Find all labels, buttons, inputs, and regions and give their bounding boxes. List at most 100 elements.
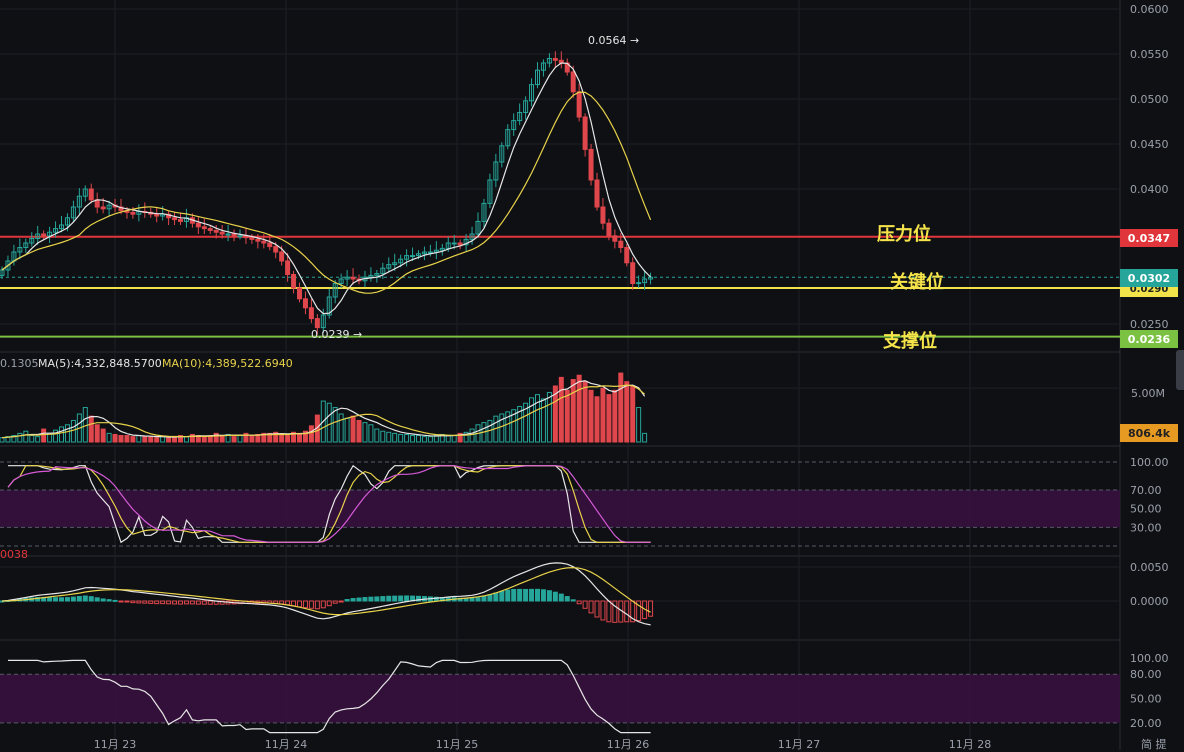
macd-histogram-bar bbox=[469, 597, 475, 602]
volume-bar bbox=[540, 398, 546, 443]
macd-histogram-bar bbox=[588, 600, 594, 614]
volume-bar bbox=[285, 435, 291, 443]
volume-bar bbox=[427, 436, 433, 443]
volume-bar bbox=[350, 415, 356, 443]
candle-body bbox=[630, 262, 636, 284]
macd-histogram-bar bbox=[106, 599, 112, 602]
candle-body bbox=[302, 298, 308, 309]
macd-histogram-bar bbox=[546, 590, 552, 602]
volume-bar bbox=[106, 432, 112, 443]
macd-histogram-bar bbox=[368, 596, 374, 602]
candle-body bbox=[64, 217, 70, 226]
candle-body bbox=[255, 238, 261, 242]
macd-histogram-bar bbox=[380, 596, 386, 602]
macd-histogram-bar bbox=[416, 595, 421, 602]
volume-bar bbox=[261, 432, 267, 443]
macd-histogram-bar bbox=[297, 600, 302, 608]
macd-histogram-bar bbox=[302, 600, 308, 609]
resistance-label: 压力位 bbox=[877, 224, 931, 245]
corner-text[interactable]: 简 提 bbox=[1141, 738, 1167, 751]
macd-histogram-bar bbox=[308, 600, 314, 609]
macd-histogram-bar bbox=[53, 597, 59, 602]
macd-histogram-bar bbox=[392, 595, 398, 602]
volume-bar bbox=[189, 433, 195, 443]
candle-body bbox=[552, 58, 558, 61]
macd-histogram-bar bbox=[517, 588, 523, 602]
candle-body bbox=[201, 226, 207, 230]
candle-body bbox=[70, 206, 76, 219]
candle-body bbox=[523, 100, 529, 114]
candle-body bbox=[291, 274, 297, 289]
volume-bar bbox=[618, 372, 624, 443]
macd-histogram-bar bbox=[511, 588, 517, 602]
candle-body bbox=[106, 204, 112, 210]
macd-histogram-bar bbox=[552, 591, 558, 602]
macd-histogram-bar bbox=[183, 600, 189, 605]
volume-bar bbox=[499, 413, 505, 443]
osc-tick-label: 80.00 bbox=[1130, 668, 1162, 681]
candle-body bbox=[279, 251, 285, 262]
macd-histogram-bar bbox=[76, 595, 82, 602]
macd-histogram-bar bbox=[320, 600, 326, 609]
low-price-marker: 0.0239 → bbox=[311, 328, 363, 341]
volume-bar bbox=[320, 400, 326, 443]
volume-bar bbox=[166, 437, 172, 443]
macd-histogram-bar bbox=[356, 597, 362, 602]
volume-bar bbox=[225, 433, 231, 443]
side-panel-toggle[interactable] bbox=[1176, 350, 1184, 390]
volume-bar bbox=[178, 435, 183, 443]
volume-bar bbox=[273, 431, 279, 443]
candle-body bbox=[517, 112, 523, 122]
candle-body bbox=[130, 211, 136, 215]
volume-bar bbox=[332, 407, 338, 443]
volume-bar bbox=[642, 432, 648, 443]
macd-histogram-bar bbox=[570, 599, 576, 602]
candle-body bbox=[439, 247, 445, 251]
volume-bar bbox=[29, 435, 35, 443]
volume-bar bbox=[576, 374, 582, 443]
macd-histogram-bar bbox=[195, 600, 201, 605]
candle-body bbox=[29, 238, 35, 244]
macd-histogram-bar bbox=[291, 600, 297, 607]
price-tick-label: 0.0450 bbox=[1130, 138, 1169, 151]
price-ma-fast-line bbox=[1, 62, 652, 315]
macd-histogram-bar bbox=[529, 588, 535, 602]
volume-bar bbox=[505, 411, 511, 443]
macd-histogram-bar bbox=[279, 600, 285, 605]
candle-body bbox=[576, 91, 582, 118]
candle-body bbox=[41, 233, 47, 237]
osc-tick-label: 100.00 bbox=[1130, 652, 1169, 665]
volume-bar bbox=[398, 433, 404, 443]
macd-tick-label: 0.0050 bbox=[1130, 561, 1169, 574]
macd-histogram-bar bbox=[386, 595, 392, 602]
volume-bar bbox=[463, 431, 469, 443]
macd-histogram-bar bbox=[148, 600, 154, 604]
volume-bar bbox=[160, 436, 166, 443]
volume-bar bbox=[237, 435, 243, 443]
volume-bar bbox=[374, 428, 380, 443]
macd-histogram-bar bbox=[35, 597, 41, 602]
macd-histogram-bar bbox=[487, 594, 493, 602]
macd-histogram-bar bbox=[142, 600, 148, 604]
macd-histogram-bar bbox=[540, 589, 546, 602]
volume-bar bbox=[148, 436, 154, 443]
candle-body bbox=[600, 206, 606, 224]
candle-body bbox=[308, 307, 314, 320]
candle-body bbox=[445, 242, 451, 249]
macd-histogram-bar bbox=[564, 596, 570, 602]
volume-bar bbox=[564, 389, 570, 443]
candle-body bbox=[326, 296, 332, 316]
macd-histogram-bar bbox=[136, 600, 142, 604]
volume-bar bbox=[124, 435, 130, 443]
candle-body bbox=[82, 188, 88, 197]
candle-body bbox=[642, 278, 648, 284]
candle-body bbox=[219, 231, 225, 235]
volume-bar bbox=[582, 381, 588, 443]
candle-body bbox=[249, 237, 255, 240]
candle-body bbox=[76, 195, 82, 208]
osc-line bbox=[8, 659, 651, 734]
volume-bar bbox=[338, 413, 344, 443]
candle-body bbox=[624, 247, 630, 264]
macd-histogram-bar bbox=[350, 598, 356, 602]
